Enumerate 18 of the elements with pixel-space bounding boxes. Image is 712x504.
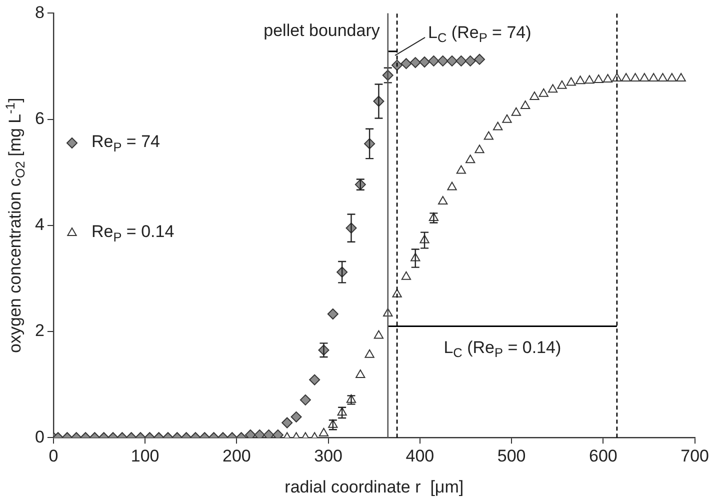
x-tick-label: 100: [130, 446, 160, 466]
x-tick-label: 0: [48, 446, 58, 466]
x-axis-title: radial coordinate r [μm]: [284, 478, 464, 497]
y-tick-label: 0: [34, 427, 44, 446]
ref-line-label: pellet boundary: [264, 20, 380, 40]
x-tick-label: 300: [314, 446, 343, 466]
legend-label: Re$_{P}$ = 74: [91, 132, 160, 154]
y-axis-title: oxygen concentration cO2 [mg L-1]: [2, 98, 28, 353]
y-tick-label: 6: [34, 108, 44, 128]
y-tick-label: 8: [34, 2, 44, 22]
x-tick-label: 400: [406, 446, 434, 466]
y-tick-label: 2: [34, 321, 44, 340]
x-tick-label: 500: [497, 446, 526, 466]
y-tick-label: 4: [34, 215, 44, 234]
x-tick-label: 200: [222, 446, 251, 466]
x-tick-label: 700: [680, 446, 710, 466]
x-tick-label: 600: [589, 446, 618, 466]
legend-label: Re$_{P}$ = 0.14: [91, 222, 174, 244]
